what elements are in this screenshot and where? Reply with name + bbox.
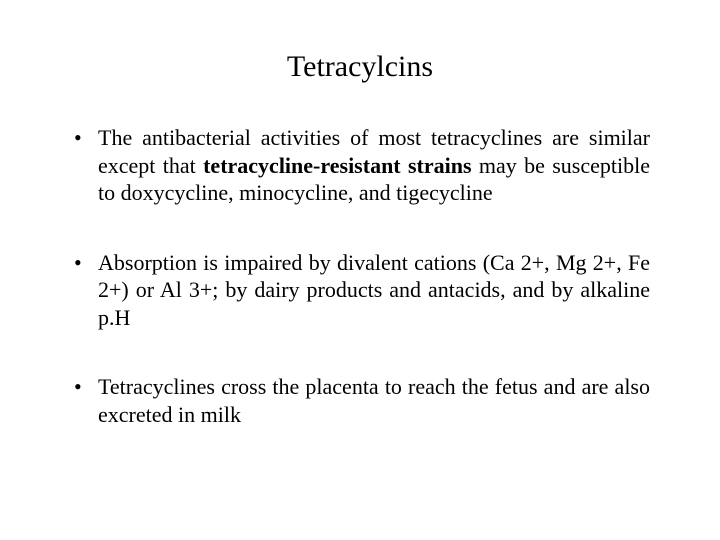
list-item: The antibacterial activities of most tet…	[70, 124, 650, 207]
list-item: Tetracyclines cross the placenta to reac…	[70, 373, 650, 428]
bullet-text-pre: Absorption is impaired by divalent catio…	[98, 250, 650, 330]
list-item: Absorption is impaired by divalent catio…	[70, 249, 650, 332]
slide-title: Tetracylcins	[70, 50, 650, 84]
bullet-list: The antibacterial activities of most tet…	[70, 124, 650, 428]
bullet-text-bold: tetracycline-resistant strains	[203, 153, 471, 178]
bullet-text-pre: Tetracyclines cross the placenta to reac…	[98, 374, 650, 427]
slide: Tetracylcins The antibacterial activitie…	[0, 0, 720, 540]
